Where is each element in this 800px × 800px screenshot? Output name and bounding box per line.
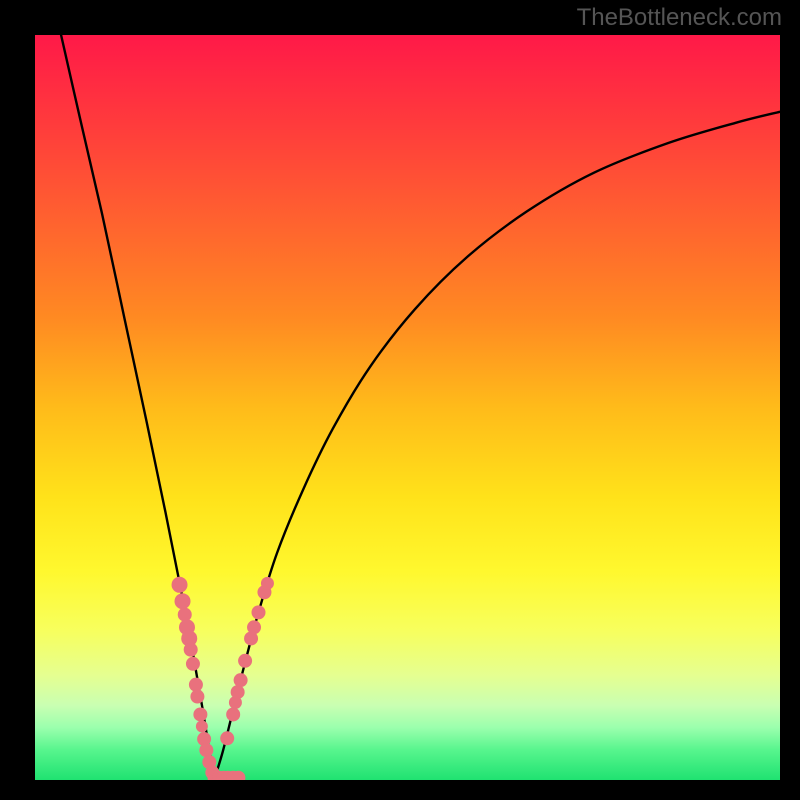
watermark-label: TheBottleneck.com	[577, 4, 782, 32]
plot-area	[35, 35, 780, 780]
chart-container: TheBottleneck.com	[0, 0, 800, 800]
data-point-markers	[35, 35, 780, 780]
